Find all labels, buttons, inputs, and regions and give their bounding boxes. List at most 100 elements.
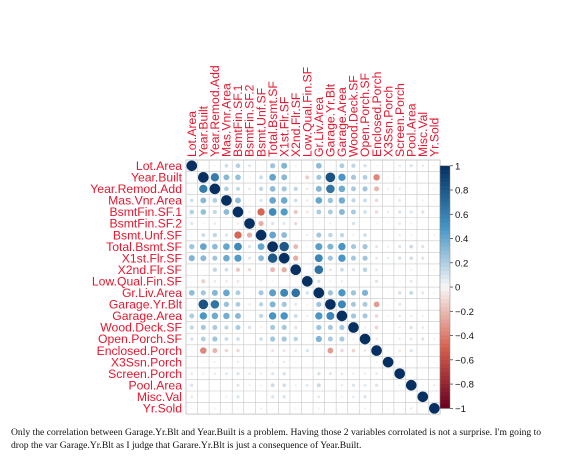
row-label: Gr.Liv.Area <box>122 286 182 300</box>
corr-circle <box>421 164 425 168</box>
corr-circle <box>387 165 389 167</box>
legend-color-step <box>440 250 450 256</box>
corr-circle <box>363 349 367 352</box>
corr-circle <box>188 289 195 296</box>
corr-circle <box>315 243 323 251</box>
corr-circle <box>339 336 345 342</box>
corr-circle <box>316 324 322 331</box>
legend-color-step <box>440 363 450 369</box>
corr-circle <box>409 325 413 330</box>
corr-circle <box>260 326 263 329</box>
legend-color-step <box>440 218 450 223</box>
corr-circle <box>189 325 194 330</box>
corr-circle <box>271 349 275 353</box>
corr-circle <box>421 256 425 260</box>
corr-circle <box>339 324 345 331</box>
corr-circle <box>429 403 440 414</box>
corr-circle <box>314 265 324 275</box>
corr-circle <box>212 232 218 238</box>
corr-circle <box>223 289 230 297</box>
corr-circle <box>313 287 325 299</box>
corr-circle <box>248 384 251 387</box>
corr-circle <box>371 345 382 356</box>
corr-circle <box>328 232 333 238</box>
corr-circle <box>409 164 413 168</box>
corr-circle <box>315 197 323 204</box>
corr-circle <box>398 222 401 225</box>
corr-circle <box>235 267 241 272</box>
corr-circle <box>327 209 333 215</box>
corr-circle <box>350 290 357 296</box>
legend-color-step <box>440 307 450 312</box>
corr-circle <box>199 184 208 194</box>
corr-circle <box>258 220 264 227</box>
corr-circle <box>235 163 241 169</box>
corr-circle <box>225 279 228 283</box>
column-label: Low.Qual.Fin.SF <box>300 67 314 157</box>
corr-circle <box>410 222 413 225</box>
legend-color-step <box>440 303 450 308</box>
corr-circle <box>398 187 401 191</box>
corr-circle <box>200 209 207 215</box>
column-label: Gr.Liv.Area <box>312 97 326 157</box>
corr-circle <box>269 185 276 192</box>
corr-circle <box>212 255 218 261</box>
corr-circle <box>282 360 286 364</box>
corr-circle <box>362 255 368 261</box>
corr-circle <box>224 348 229 353</box>
corr-circle <box>398 280 401 283</box>
corr-circle <box>374 325 379 330</box>
corr-circle <box>315 185 322 192</box>
corr-circle <box>305 291 309 295</box>
corr-circle <box>236 337 240 341</box>
corr-circle <box>211 243 218 250</box>
corr-circle <box>374 383 379 387</box>
corr-circle <box>409 348 413 353</box>
legend-tick-label: 0.6 <box>455 210 468 221</box>
corr-circle <box>248 292 251 294</box>
row-label: Lot.Area <box>136 159 182 173</box>
row-label: X1st.Flr.SF <box>122 251 182 265</box>
corr-circle <box>359 333 371 345</box>
corr-circle <box>410 303 412 305</box>
corr-circle <box>269 197 276 204</box>
legend-color-step <box>440 274 450 280</box>
legend-tick-label: −0.8 <box>455 380 474 391</box>
corr-circle <box>340 348 344 353</box>
corr-circle <box>259 280 263 283</box>
corr-circle <box>341 407 343 409</box>
corr-circle <box>258 302 264 307</box>
legend-color-step <box>440 388 450 393</box>
corr-circle <box>387 176 389 179</box>
column-label: X3Ssn.Porch <box>381 86 395 157</box>
corr-circle <box>398 361 401 364</box>
row-label: Open.Porch.SF <box>98 332 182 346</box>
legend-color-step <box>440 299 450 304</box>
corr-circle <box>236 360 240 364</box>
corr-circle <box>374 279 379 283</box>
corr-circle <box>326 184 335 194</box>
corr-circle <box>290 264 302 276</box>
corr-circle <box>363 164 367 168</box>
corr-circle <box>375 268 378 272</box>
corr-circle <box>305 199 309 202</box>
corr-circle <box>259 372 263 375</box>
corr-circle <box>410 361 412 363</box>
corr-circle <box>225 222 228 225</box>
corr-circle <box>225 372 228 376</box>
corr-circle <box>362 313 368 319</box>
corr-circle <box>191 234 193 236</box>
legend-color-step <box>440 384 450 389</box>
corr-circle <box>350 174 357 180</box>
legend-color-step <box>440 214 450 219</box>
corr-circle <box>209 183 221 195</box>
corr-circle <box>306 326 308 329</box>
legend-color-step <box>440 371 450 377</box>
corr-circle <box>235 186 241 191</box>
corr-circle <box>200 290 206 296</box>
corr-circle <box>397 291 402 295</box>
corr-circle <box>387 292 389 294</box>
corr-circle <box>363 395 367 399</box>
corr-circle <box>267 253 278 263</box>
legend-color-step <box>440 238 450 243</box>
